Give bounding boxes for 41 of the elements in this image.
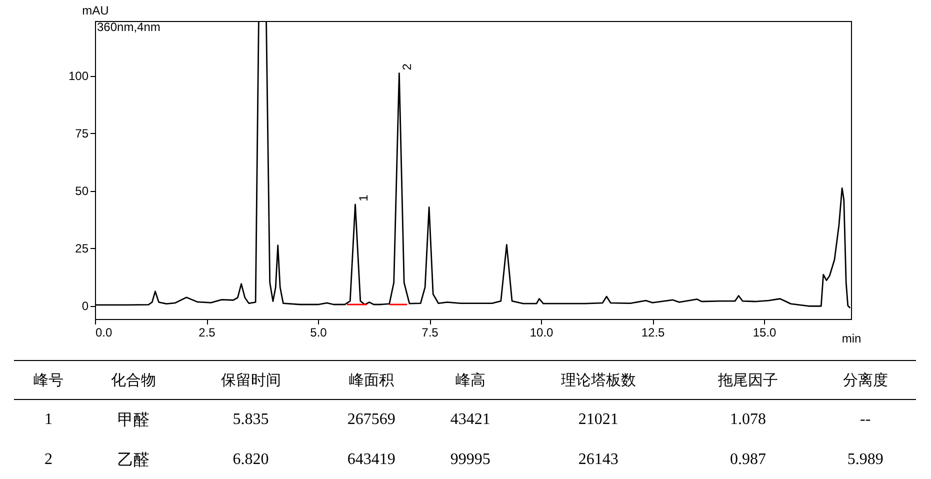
y-tick-label: 25 bbox=[75, 242, 89, 256]
x-tick-label: 5.0 bbox=[310, 326, 328, 340]
x-tick-label: 12.5 bbox=[641, 326, 666, 340]
category-label: 拖尾因子 bbox=[681, 360, 815, 400]
text: 乙醛 bbox=[82, 440, 184, 479]
category-label: 保留时间 bbox=[184, 360, 318, 400]
category-label: 峰号 bbox=[14, 360, 83, 400]
text: 5.835 bbox=[232, 410, 270, 430]
y-tick-label: 50 bbox=[75, 184, 89, 198]
category-label: 峰面积 bbox=[318, 360, 426, 400]
y-tick-label: 75 bbox=[75, 126, 89, 141]
y-axis-title: mAU bbox=[82, 4, 109, 18]
y-tick-label: 0 bbox=[82, 299, 89, 314]
x-tick-label: 0.0 bbox=[96, 326, 113, 340]
x-axis-title: min bbox=[842, 332, 862, 346]
text: -- bbox=[859, 410, 872, 430]
text: 1.078 bbox=[729, 410, 768, 430]
text: 643419 bbox=[318, 440, 426, 479]
category-label: 化合物 bbox=[82, 360, 184, 400]
annotation: 2 bbox=[400, 63, 414, 70]
text: 43421 bbox=[449, 410, 492, 430]
x-tick-label: 15.0 bbox=[752, 326, 777, 340]
category-label: 峰高 bbox=[425, 360, 516, 400]
x-tick-label: 7.5 bbox=[422, 326, 439, 340]
text: 99995 bbox=[425, 440, 516, 479]
text: 6.820 bbox=[184, 440, 318, 479]
text: 26143 bbox=[516, 440, 682, 479]
annotation: 360nm,4nm bbox=[97, 20, 160, 34]
text: 267569 bbox=[346, 410, 396, 430]
text: 21021 bbox=[577, 410, 620, 430]
text: 5.989 bbox=[814, 440, 916, 479]
text: 1 bbox=[43, 410, 54, 430]
text: 2 bbox=[14, 440, 83, 479]
y-tick-label: 100 bbox=[68, 69, 89, 84]
annotation: 1 bbox=[356, 194, 370, 202]
category-label: 理论塔板数 bbox=[516, 360, 682, 400]
x-tick-label: 10.0 bbox=[530, 326, 554, 340]
x-tick-label: 2.5 bbox=[198, 326, 216, 340]
text: 0.987 bbox=[681, 440, 815, 479]
category-label: 分离度 bbox=[814, 360, 916, 400]
text: 甲醛 bbox=[116, 410, 150, 430]
